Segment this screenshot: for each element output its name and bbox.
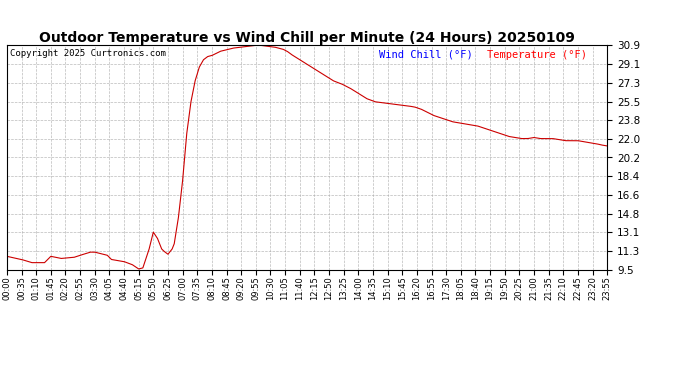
Text: Wind Chill (°F): Wind Chill (°F): [379, 50, 473, 60]
Text: Temperature (°F): Temperature (°F): [487, 50, 587, 60]
Text: Copyright 2025 Curtronics.com: Copyright 2025 Curtronics.com: [10, 50, 166, 58]
Title: Outdoor Temperature vs Wind Chill per Minute (24 Hours) 20250109: Outdoor Temperature vs Wind Chill per Mi…: [39, 31, 575, 45]
